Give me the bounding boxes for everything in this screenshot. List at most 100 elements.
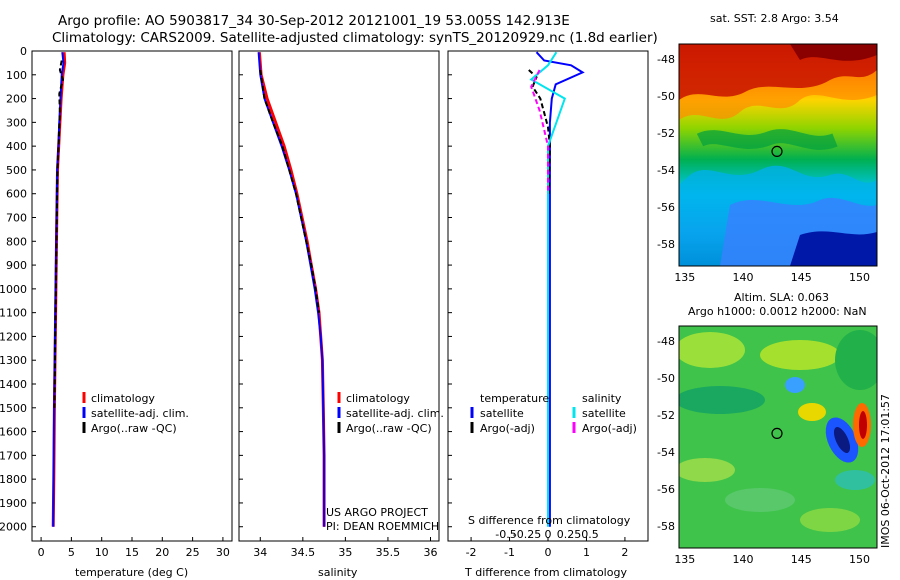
depth-tick-label: 1100 bbox=[0, 307, 27, 320]
depth-tick-label: 1900 bbox=[0, 497, 27, 510]
x-tick-label: 15 bbox=[125, 546, 139, 559]
x-tick-label: 2 bbox=[621, 546, 628, 559]
depth-tick-label: 1000 bbox=[0, 283, 27, 296]
depth-tick-label: 700 bbox=[6, 212, 27, 225]
map-x-tick-label: 145 bbox=[791, 271, 812, 284]
sst-map-frame bbox=[678, 43, 878, 267]
temperature-legend: climatology satellite-adj. clim. Argo(..… bbox=[82, 392, 189, 435]
map-x-tick-label: 145 bbox=[791, 553, 812, 566]
x-tick-label: 36 bbox=[423, 546, 437, 559]
legend-label-argo: Argo(..raw -QC) bbox=[91, 422, 177, 435]
legend-label-climatology: climatology bbox=[346, 392, 410, 405]
salinity-panel-frame bbox=[238, 50, 440, 542]
depth-tick-label: 600 bbox=[6, 188, 27, 201]
map-y-tick-label: -52 bbox=[657, 127, 675, 140]
s-difference-label: S difference from climatology bbox=[468, 514, 631, 527]
map-y-tick-label: -52 bbox=[657, 409, 675, 422]
map-y-tick-label: -56 bbox=[657, 483, 675, 496]
map-x-tick-label: 140 bbox=[733, 271, 754, 284]
depth-tick-label: 1300 bbox=[0, 354, 27, 367]
depth-tick-label: 200 bbox=[6, 93, 27, 106]
x-tick-label: 1 bbox=[583, 546, 590, 559]
sst-map-title: sat. SST: 2.8 Argo: 3.54 bbox=[710, 12, 839, 25]
map-y-tick-label: -48 bbox=[657, 53, 675, 66]
x-tick-label: 10 bbox=[95, 546, 109, 559]
depth-tick-label: 1700 bbox=[0, 449, 27, 462]
legend-title-salinity: salinity bbox=[582, 392, 622, 405]
depth-tick-label: 400 bbox=[6, 140, 27, 153]
map-y-tick-label: -58 bbox=[657, 238, 675, 251]
profile-lines bbox=[51, 51, 585, 527]
sla-map-title-line2: Argo h1000: 0.0012 h2000: NaN bbox=[688, 305, 867, 318]
temperature-panel-frame bbox=[31, 50, 233, 542]
legend-label-temp-satellite: satellite bbox=[480, 407, 524, 420]
sla-map-image bbox=[679, 326, 877, 548]
temperature-axis-label: temperature (deg C) bbox=[75, 566, 188, 579]
x2-tick-label: -0.5 bbox=[495, 528, 516, 541]
x2-tick-label: 0.5 bbox=[581, 528, 599, 541]
x-tick-label: 25 bbox=[186, 546, 200, 559]
map-y-tick-label: -54 bbox=[657, 164, 675, 177]
depth-tick-label: 0 bbox=[20, 45, 27, 58]
credit-line1: US ARGO PROJECT bbox=[326, 506, 428, 519]
figure-title-line1: Argo profile: AO 5903817_34 30-Sep-2012 … bbox=[58, 13, 570, 29]
depth-tick-label: 1500 bbox=[0, 402, 27, 415]
series-line-satellite bbox=[535, 51, 585, 527]
depth-tick-label: 1200 bbox=[0, 330, 27, 343]
map-x-tick-label: 150 bbox=[849, 553, 870, 566]
map-y-tick-label: -50 bbox=[657, 372, 675, 385]
x2-tick-label: 0 bbox=[545, 528, 552, 541]
series-line-argo-adj bbox=[530, 69, 549, 194]
map-x-tick-label: 135 bbox=[674, 553, 695, 566]
legend-label-temp-argo: Argo(-adj) bbox=[480, 422, 535, 435]
series-line-argo-raw-qc bbox=[53, 60, 64, 408]
x-tick-label: 0 bbox=[38, 546, 45, 559]
figure-title-line2: Climatology: CARS2009. Satellite-adjuste… bbox=[52, 30, 658, 46]
x2-tick-label: -0.25 bbox=[513, 528, 541, 541]
map-y-tick-label: -54 bbox=[657, 446, 675, 459]
legend-label-satellite: satellite-adj. clim. bbox=[91, 407, 189, 420]
credit-line2: PI: DEAN ROEMMICH bbox=[326, 520, 439, 533]
x2-tick-label: 0.25 bbox=[557, 528, 582, 541]
depth-tick-label: 1600 bbox=[0, 426, 27, 439]
sla-map-frame bbox=[678, 325, 878, 549]
x-tick-label: 20 bbox=[155, 546, 169, 559]
x-tick-label: 35.5 bbox=[376, 546, 401, 559]
depth-tick-label: 100 bbox=[6, 69, 27, 82]
salinity-legend: climatology satellite-adj. clim. Argo(..… bbox=[337, 392, 444, 435]
salinity-axis-label: salinity bbox=[318, 566, 358, 579]
x-tick-label: 5 bbox=[68, 546, 75, 559]
legend-label-sal-argo: Argo(-adj) bbox=[582, 422, 637, 435]
depth-tick-label: 2000 bbox=[0, 521, 27, 534]
series-line-argo-raw-qc bbox=[259, 69, 320, 313]
difference-legend: temperature satellite Argo(-adj) salinit… bbox=[470, 392, 637, 435]
map-x-tick-label: 135 bbox=[674, 271, 695, 284]
argo-location-marker bbox=[771, 427, 783, 439]
legend-label-sal-satellite: satellite bbox=[582, 407, 626, 420]
map-y-tick-label: -56 bbox=[657, 201, 675, 214]
x-tick-label: 34.5 bbox=[291, 546, 316, 559]
sla-map-title-line1: Altim. SLA: 0.063 bbox=[734, 291, 829, 304]
argo-location-marker bbox=[771, 145, 783, 157]
depth-tick-label: 1800 bbox=[0, 473, 27, 486]
depth-tick-label: 300 bbox=[6, 116, 27, 129]
depth-tick-label: 500 bbox=[6, 164, 27, 177]
depth-tick-label: 1400 bbox=[0, 378, 27, 391]
timestamp-stamp: IMOS 06-Oct-2012 17:01:57 bbox=[879, 394, 892, 548]
x-tick-label: 34 bbox=[253, 546, 267, 559]
map-y-tick-label: -58 bbox=[657, 520, 675, 533]
depth-tick-label: 900 bbox=[6, 259, 27, 272]
map-y-tick-label: -50 bbox=[657, 90, 675, 103]
legend-label-argo: Argo(..raw -QC) bbox=[346, 422, 432, 435]
map-x-tick-label: 150 bbox=[849, 271, 870, 284]
legend-label-satellite: satellite-adj. clim. bbox=[346, 407, 444, 420]
depth-tick-label: 800 bbox=[6, 235, 27, 248]
x-tick-label: 30 bbox=[216, 546, 230, 559]
x-tick-label: -1 bbox=[504, 546, 515, 559]
x-tick-label: 0 bbox=[545, 546, 552, 559]
map-y-tick-label: -48 bbox=[657, 335, 675, 348]
x-tick-label: 35 bbox=[338, 546, 352, 559]
axis-ticks: 0100200300400500600700800900100011001200… bbox=[0, 45, 870, 566]
legend-title-temperature: temperature bbox=[480, 392, 549, 405]
